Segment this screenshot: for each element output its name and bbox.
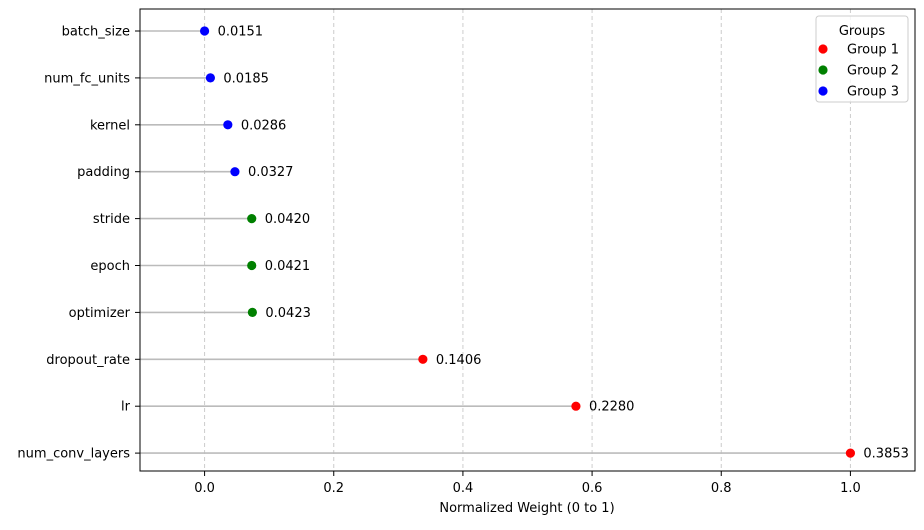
data-label: 0.0420 — [265, 212, 311, 227]
points — [199, 26, 856, 458]
legend-title: Groups — [839, 24, 886, 39]
legend: Groups Group 1 Group 2 Group 3 — [815, 15, 909, 103]
data-point — [199, 26, 210, 36]
data-label: 0.0185 — [223, 71, 268, 86]
data-point — [845, 448, 856, 458]
y-tick-label: batch_size — [62, 25, 130, 40]
x-tick-label: 0.0 — [194, 481, 215, 496]
data-point — [418, 354, 428, 364]
y-tick-label: optimizer — [69, 306, 131, 321]
y-tick-label: kernel — [90, 118, 130, 133]
data-point — [247, 214, 257, 224]
data-point — [205, 73, 215, 83]
legend-label: Group 1 — [847, 43, 899, 58]
data-label: 0.0286 — [241, 118, 286, 133]
x-tick-label: 0.6 — [582, 481, 603, 496]
x-tick-label: 1.0 — [840, 481, 861, 496]
plot-frame — [139, 8, 916, 472]
data-point — [571, 401, 581, 411]
data-point — [247, 307, 257, 317]
legend-marker — [818, 65, 828, 75]
legend-box — [815, 15, 909, 103]
data-point — [230, 167, 240, 177]
y-tick-label: stride — [93, 212, 130, 227]
legend-label: Group 3 — [847, 85, 899, 100]
data-label: 0.3853 — [863, 447, 909, 462]
y-tick-label: dropout_rate — [46, 353, 130, 368]
legend-entries: Group 1 Group 2 Group 3 — [818, 43, 899, 100]
data-label: 0.0421 — [265, 259, 311, 274]
x-axis: 0.0 0.2 0.4 0.6 0.8 1.0 — [194, 471, 861, 496]
legend-marker — [818, 86, 828, 96]
y-tick-label: lr — [121, 400, 131, 415]
data-label: 0.2280 — [589, 400, 635, 415]
data-point — [247, 260, 257, 271]
x-tick-label: 0.8 — [711, 481, 732, 496]
data-label: 0.0151 — [218, 25, 263, 40]
data-labels: 0.0151 0.0185 0.0286 0.0327 0.0420 0.0421 0.04… — [218, 25, 909, 462]
data-point — [223, 120, 233, 130]
data-label: 0.0423 — [265, 306, 311, 321]
y-tick-label: padding — [77, 165, 130, 180]
y-tick-label: num_conv_layers — [17, 447, 130, 462]
data-label: 0.1406 — [436, 353, 482, 368]
legend-marker — [818, 44, 828, 54]
grid-lines — [204, 9, 851, 471]
legend-label: Group 2 — [847, 64, 899, 79]
x-axis-label: Normalized Weight (0 to 1) — [439, 501, 614, 516]
x-tick-label: 0.4 — [453, 481, 474, 496]
stems — [140, 30, 851, 454]
y-tick-label: epoch — [90, 259, 130, 274]
x-tick-label: 0.2 — [323, 481, 344, 496]
data-label: 0.0327 — [248, 165, 294, 180]
y-tick-label: num_fc_units — [44, 71, 130, 86]
